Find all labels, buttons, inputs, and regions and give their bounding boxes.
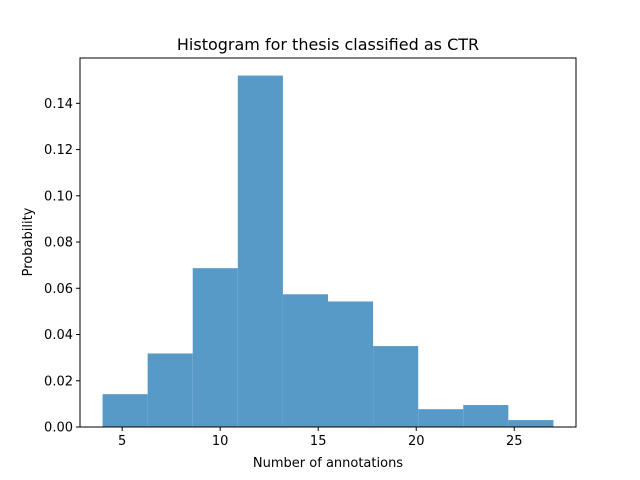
x-axis-label: Number of annotations: [253, 456, 403, 471]
histogram-bar: [102, 394, 148, 427]
y-tick-label: 0.00: [44, 421, 73, 436]
histogram-bar: [147, 353, 193, 427]
histogram-bar: [237, 75, 283, 428]
x-tick-label: 25: [506, 434, 523, 449]
histogram-bar: [192, 268, 238, 427]
histogram-bar: [373, 346, 419, 427]
histogram-bar: [508, 420, 554, 427]
y-tick-label: 0.04: [44, 328, 73, 343]
histogram-bar: [418, 409, 464, 427]
x-tick-label: 5: [118, 434, 126, 449]
histogram-bar: [328, 301, 374, 427]
y-axis-label: Probability: [21, 207, 36, 276]
x-axis: 5 10 15 20 25: [118, 427, 523, 449]
y-tick-label: 0.10: [44, 189, 73, 204]
y-tick-label: 0.14: [44, 97, 73, 112]
histogram-bar: [282, 294, 328, 427]
y-tick-label: 0.12: [44, 143, 73, 158]
y-tick-label: 0.02: [44, 374, 73, 389]
x-tick-label: 20: [408, 434, 425, 449]
y-tick-label: 0.08: [44, 236, 73, 251]
bars-group: [102, 75, 554, 428]
y-tick-label: 0.06: [44, 282, 73, 297]
chart-title: Histogram for thesis classified as CTR: [177, 35, 479, 54]
x-tick-label: 10: [212, 434, 229, 449]
y-axis: 0.00 0.02 0.04 0.06 0.08 0.10 0.12 0.14: [44, 97, 80, 436]
x-tick-label: 15: [310, 434, 327, 449]
histogram-bar: [463, 405, 509, 427]
